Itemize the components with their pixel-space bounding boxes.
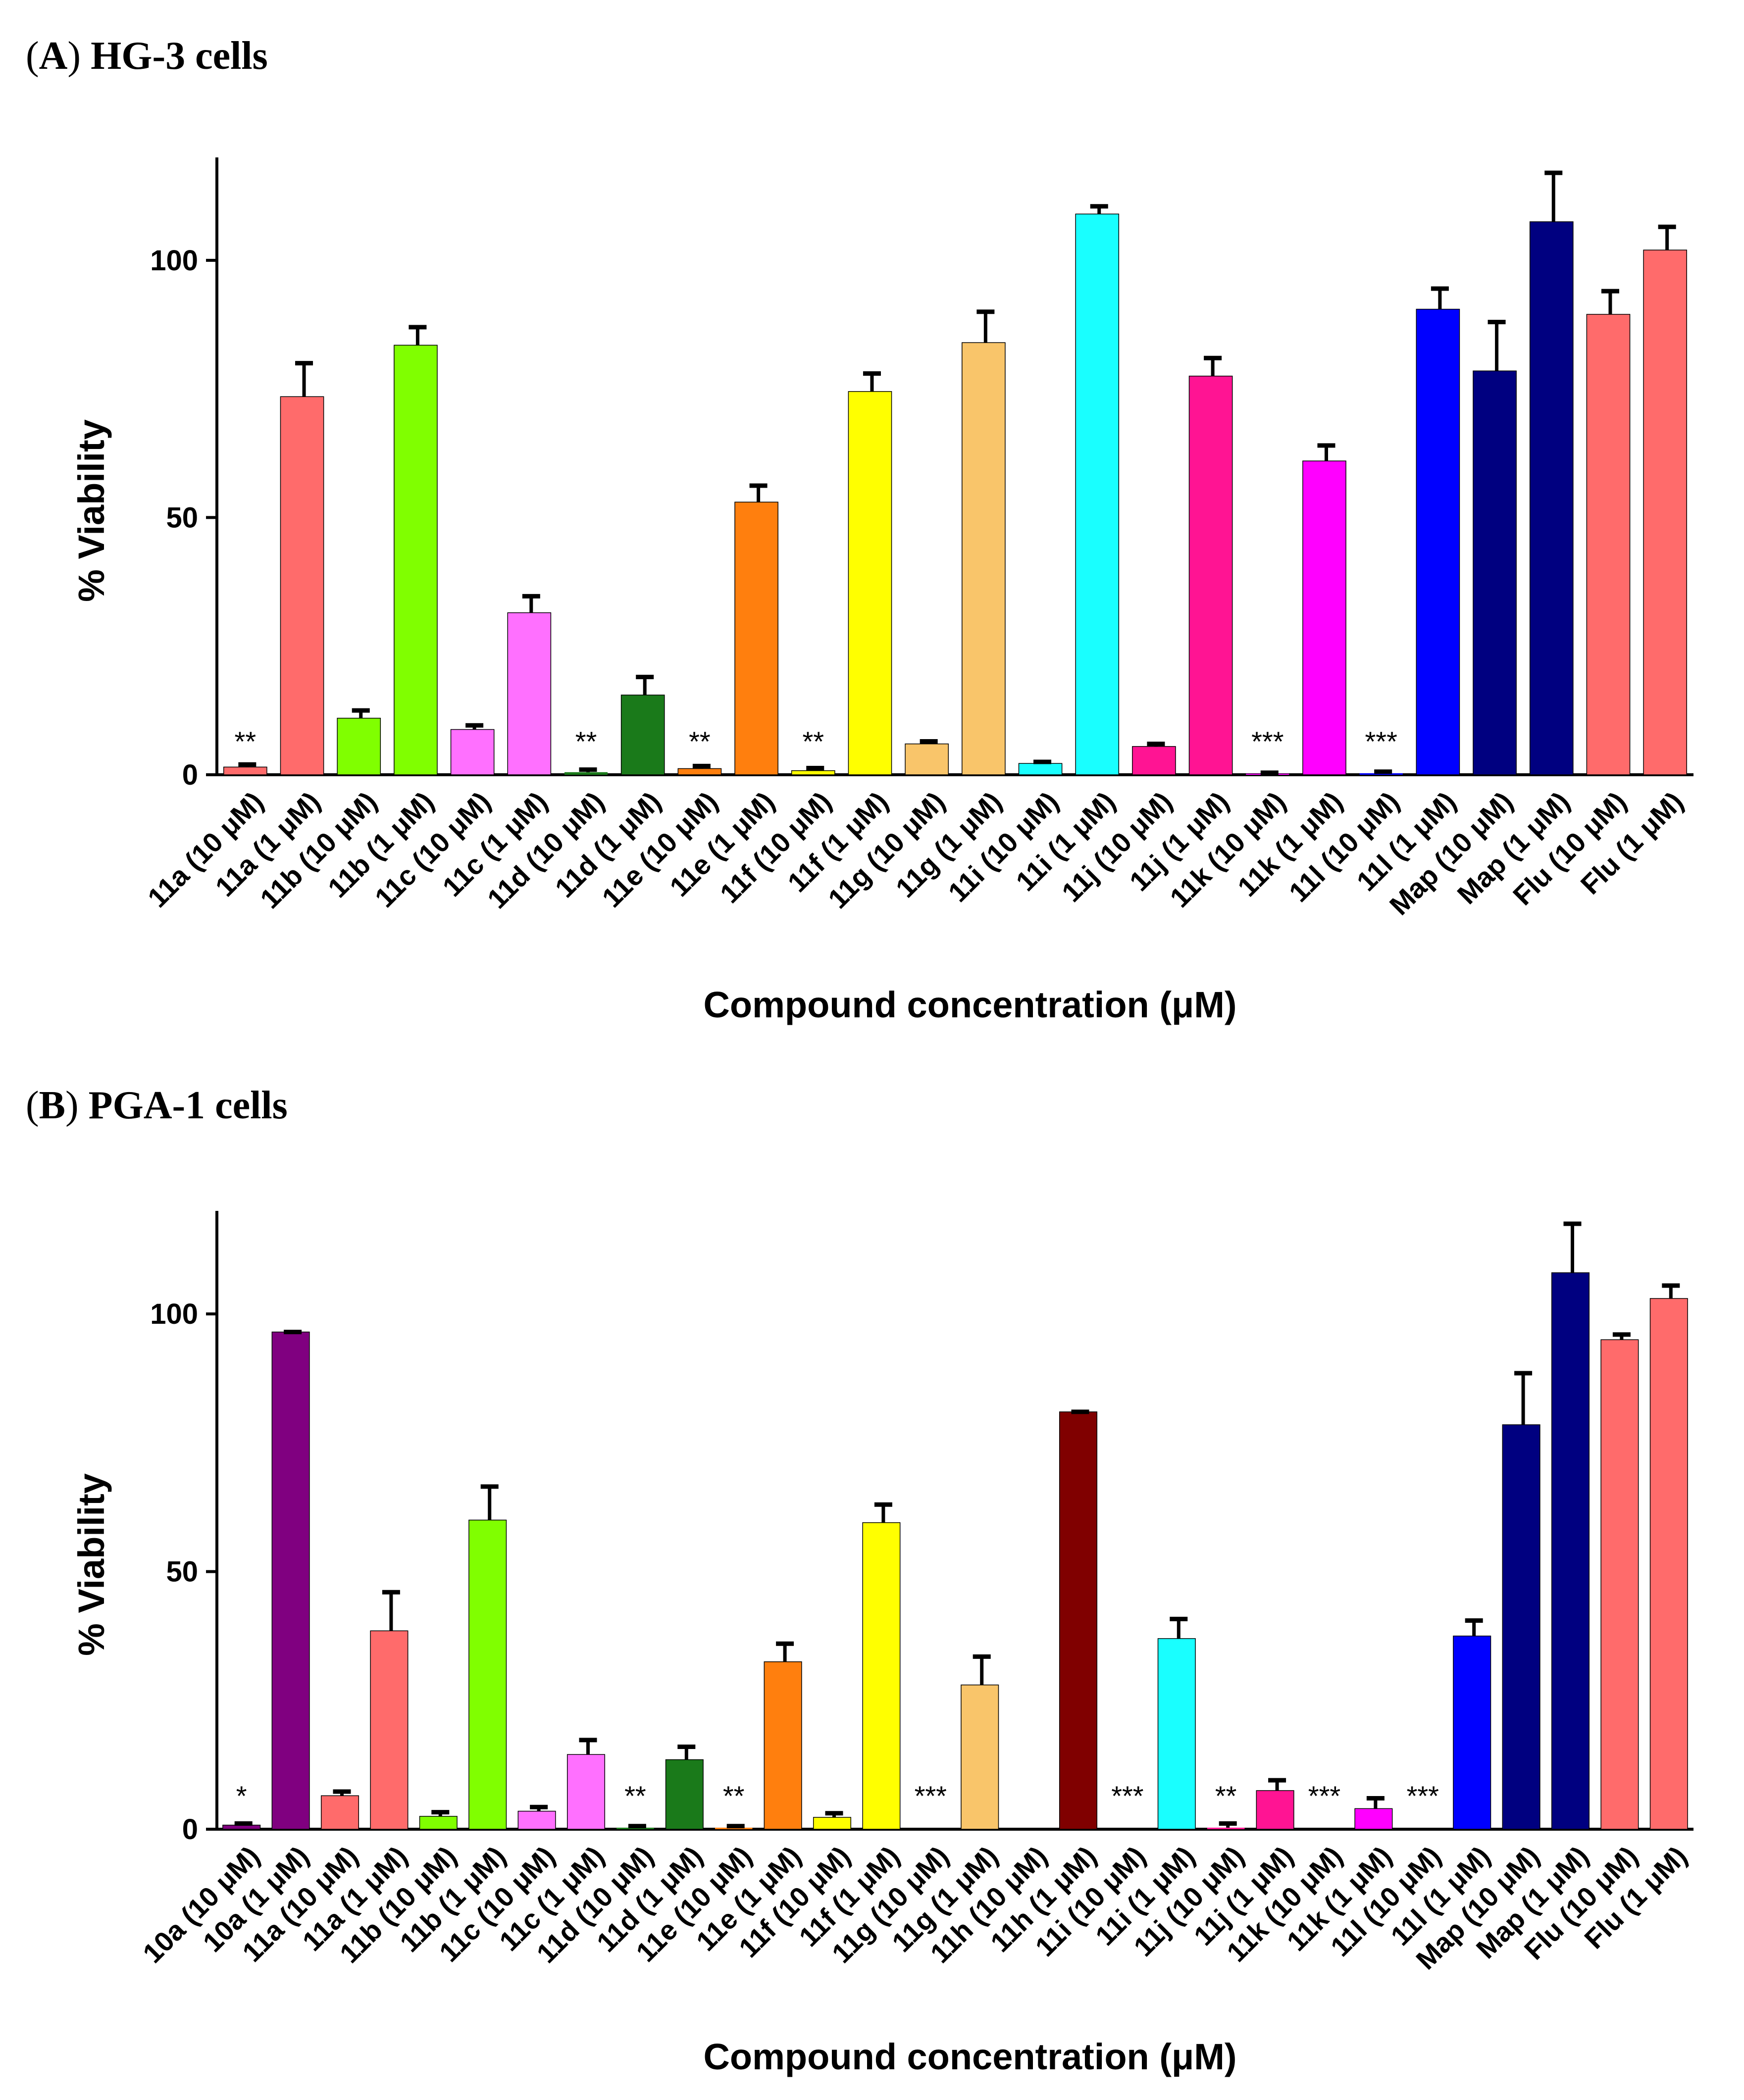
panel-b-bar (419, 1816, 458, 1830)
panel-b-bar (1157, 1638, 1196, 1830)
panel-a-bar (620, 695, 665, 775)
panel-a-bar (1075, 213, 1120, 775)
panel-b-bar (1453, 1635, 1491, 1830)
panel-b-title: (B) PGA-1 cells (26, 1084, 288, 1127)
panel-b-significance: *** (1407, 1780, 1439, 1811)
panel-a-bar (1188, 375, 1233, 775)
panel-b-title-text: PGA-1 cells (88, 1084, 288, 1127)
panel-a-bar (337, 717, 381, 775)
panel-a-significance: ** (689, 726, 711, 757)
panel-a-x-axis-title: Compound concentration (μM) (703, 984, 1236, 1025)
panel-a-bar (1586, 314, 1631, 775)
panel-a-significance: ** (802, 726, 824, 757)
panel-b-significance: ** (1215, 1780, 1237, 1811)
panel-a-letter: A (39, 34, 68, 78)
panel-b-significance: *** (915, 1780, 947, 1811)
panel-b-significance: * (236, 1780, 247, 1811)
panel-a-bar (1359, 773, 1403, 775)
panel-b-bar (320, 1795, 359, 1830)
panel-a-y-axis-title: % Viability (71, 419, 112, 602)
panel-a-bar (734, 501, 778, 775)
panel-a-bar (507, 612, 552, 775)
panel-b-bar (616, 1827, 654, 1829)
panel-a-title-text: HG-3 cells (91, 34, 268, 78)
panel-b-y-axis-title: % Viability (71, 1473, 112, 1656)
panel-b-bar (862, 1522, 901, 1830)
panel-b-bar (517, 1810, 556, 1830)
panel-b-letter: B (39, 1084, 65, 1127)
panel-a-bar (677, 768, 722, 775)
panel-b-significance: *** (1308, 1780, 1340, 1811)
panel-a-y-tick-label: 100 (150, 245, 198, 277)
panel-a-title: (A) HG-3 cells (26, 34, 268, 78)
panel-a-bar (394, 345, 438, 775)
panel-b-significance: ** (624, 1780, 646, 1811)
panel-a-bar (905, 743, 949, 775)
panel-b-y-tick-label: 50 (166, 1556, 198, 1588)
panel-a-bar (848, 391, 892, 775)
panel-b-bar (764, 1661, 802, 1830)
panel-a-bar (791, 770, 835, 775)
panel-b-y-tick-label: 100 (150, 1298, 198, 1330)
panel-a-bar (1018, 763, 1063, 775)
panel-b-bar (370, 1630, 409, 1830)
panel-a-y-tick-label: 50 (166, 501, 198, 534)
panel-b-bar (665, 1759, 704, 1830)
panel-a-y-tick-label: 0 (182, 759, 198, 791)
panel-b-bar (1551, 1272, 1590, 1830)
panel-a-bar (1302, 460, 1346, 775)
panel-b-bar (1600, 1339, 1639, 1830)
panel-b-y-tick-label: 0 (182, 1813, 198, 1846)
panel-a-bar (564, 772, 608, 775)
panel-a-bar (450, 729, 495, 775)
panel-a-bar (1132, 746, 1176, 775)
panel-a-bar (223, 766, 267, 775)
panel-b-bar (1207, 1827, 1245, 1829)
panel-a-bar (280, 396, 324, 775)
panel-b-significance: ** (723, 1780, 745, 1811)
panel-a-bar (1643, 250, 1687, 775)
panel-a-significance: *** (1251, 726, 1283, 757)
panel-b-bar (715, 1827, 753, 1829)
panel-a-significance: ** (575, 726, 597, 757)
panel-b-bar (1502, 1424, 1540, 1830)
panel-a-significance: *** (1365, 726, 1397, 757)
panel-b-x-axis-title: Compound concentration (μM) (703, 2036, 1236, 2077)
panel-b-bar (468, 1519, 507, 1830)
panel-b-bar (566, 1754, 606, 1830)
panel-b-bar (961, 1684, 999, 1830)
panel-a-bar (962, 342, 1006, 775)
panel-a-bar (1416, 308, 1460, 775)
panel-b-bar (1256, 1790, 1294, 1830)
panel-b-bar (1354, 1808, 1393, 1830)
panel-b-significance: *** (1111, 1780, 1143, 1811)
panel-b-bar (813, 1817, 852, 1830)
panel-b-bar (1059, 1411, 1098, 1830)
panel-b-bar (271, 1331, 310, 1830)
panel-a-bar (1473, 370, 1517, 775)
panel-b-bar (1649, 1298, 1688, 1830)
panel-a-significance: ** (235, 726, 256, 757)
panel-a-bar (1529, 221, 1574, 775)
